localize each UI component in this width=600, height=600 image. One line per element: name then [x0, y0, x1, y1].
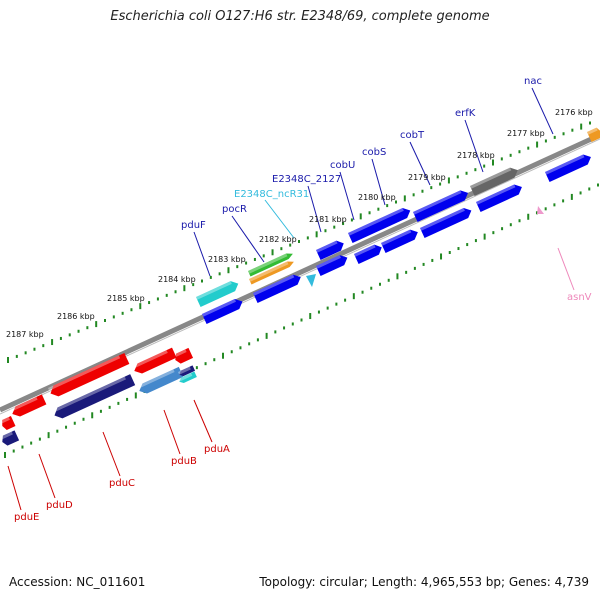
- cds-feature-pocR: [252, 274, 301, 303]
- gene-connector-line: [557, 247, 575, 291]
- gene-connector-line: [163, 409, 181, 455]
- map-title: Escherichia coli O127:H6 str. E2348/69, …: [110, 9, 490, 24]
- gene-connector-line: [193, 399, 213, 443]
- gene-connector-line: [371, 158, 386, 206]
- cds-feature-e2348c-2127-2: [316, 255, 348, 276]
- gene-label-bottom-4[interactable]: pduD: [46, 500, 73, 511]
- gene-label-1[interactable]: erfK: [455, 108, 476, 119]
- feature-erfK: [470, 167, 518, 196]
- feature-pdu-navy: [52, 374, 136, 419]
- gene-label-bottom-1[interactable]: pduA: [204, 444, 230, 455]
- feature-ncR31-orange: [248, 261, 294, 285]
- gene-connector-line: [264, 199, 295, 239]
- kbp-tick-label: 2184 kbp: [158, 275, 196, 284]
- feature-orange-edge: [587, 127, 600, 142]
- cds-feature-pduB: [132, 347, 177, 374]
- cds-feature-pduF: [202, 299, 243, 324]
- gene-label-2[interactable]: cobT: [400, 130, 425, 141]
- cds-feature-pduA: [173, 347, 194, 364]
- gene-connector-line: [231, 215, 265, 263]
- cds-feature-cobU: [354, 244, 382, 264]
- gene-connector-line: [464, 119, 484, 173]
- accession-text: Accession: NC_011601: [9, 575, 146, 589]
- feature-pdu-cyan-small: [178, 371, 197, 383]
- kbp-tick-label: 2183 kbp: [208, 255, 246, 264]
- kbp-tick-label: 2185 kbp: [107, 294, 145, 303]
- cds-feature-cobS: [348, 208, 411, 243]
- cds-feature-cobT-2: [420, 208, 472, 238]
- feature-pdu-navy-2: [0, 430, 20, 446]
- feature-ncR31-green: [247, 253, 293, 277]
- cds-feature-pduC: [47, 353, 130, 397]
- cds-feature-nac: [545, 154, 591, 182]
- gene-label-bottom-3[interactable]: pduC: [109, 478, 135, 489]
- gene-connector-line: [339, 171, 355, 221]
- feature-asnV-marker: [537, 206, 544, 214]
- gene-connector-line: [409, 141, 431, 186]
- kbp-tick-label: 2187 kbp: [6, 330, 44, 339]
- gene-label-0[interactable]: nac: [524, 76, 542, 87]
- gene-connector-line: [307, 185, 322, 233]
- gene-connector-line: [102, 431, 121, 477]
- cds-feature-erfK-2: [476, 184, 522, 212]
- cds-feature-e2348c-2127: [316, 240, 344, 260]
- genome-stats-text: Topology: circular; Length: 4,965,553 bp…: [259, 575, 589, 589]
- kbp-tick-label: 2181 kbp: [309, 215, 347, 224]
- cds-feature-cobU-2: [381, 229, 418, 253]
- gene-label-4[interactable]: cobU: [330, 160, 355, 171]
- kbp-tick-label: 2186 kbp: [57, 312, 95, 321]
- gene-label-bottom-5[interactable]: pduE: [14, 512, 39, 523]
- cds-feature-cobT: [413, 190, 469, 222]
- gene-label-bottom-2[interactable]: pduB: [171, 456, 197, 467]
- gene-label-3[interactable]: cobS: [362, 147, 386, 158]
- gene-label-bottom-0[interactable]: asnV: [567, 292, 592, 303]
- feature-pdu-navy-small: [178, 365, 196, 377]
- gene-connector-line: [38, 453, 56, 499]
- kbp-tick-label: 2178 kbp: [457, 151, 495, 160]
- cds-feature-pduD: [10, 394, 47, 417]
- gene-connector-line: [531, 87, 554, 135]
- feature-pduF-cyan: [196, 281, 239, 307]
- gene-connector-line: [7, 465, 22, 511]
- feature-pdu-lightblue: [137, 366, 184, 394]
- feature-ncR31-marker: [306, 274, 316, 287]
- kbp-tick-label: 2180 kbp: [358, 193, 396, 202]
- gene-label-5[interactable]: E2348C_2127: [272, 174, 341, 185]
- gene-label-7[interactable]: pocR: [222, 204, 247, 215]
- kbp-tick-label: 2182 kbp: [259, 235, 297, 244]
- gene-connector-line: [193, 231, 211, 277]
- kbp-tick-label: 2179 kbp: [408, 173, 446, 182]
- kbp-tick-label: 2176 kbp: [555, 108, 593, 117]
- kbp-tick-label: 2177 kbp: [507, 129, 545, 138]
- cds-feature-pduE: [0, 416, 16, 430]
- gene-label-6[interactable]: E2348C_ncR31: [234, 189, 309, 200]
- gene-label-8[interactable]: pduF: [181, 220, 206, 231]
